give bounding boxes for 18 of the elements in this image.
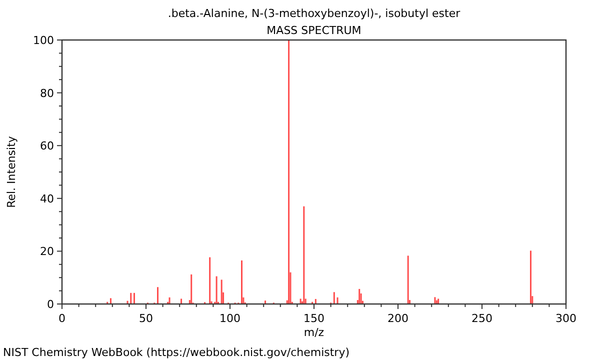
y-tick-label: 0 bbox=[47, 298, 54, 311]
x-axis-title: m/z bbox=[304, 326, 324, 339]
x-tick-label: 0 bbox=[58, 312, 66, 325]
y-axis-title: Rel. Intensity bbox=[5, 136, 18, 208]
x-tick-label: 300 bbox=[556, 312, 576, 325]
x-tick-label: 50 bbox=[139, 312, 153, 325]
y-tick-label: 80 bbox=[40, 86, 54, 100]
chart-subtitle: MASS SPECTRUM bbox=[266, 24, 362, 37]
y-tick-label: 60 bbox=[40, 140, 54, 153]
y-tick-label: 100 bbox=[33, 34, 54, 47]
y-tick-label: 40 bbox=[40, 192, 54, 206]
text: NIST Chemistry WebBook (https://webbook.nist.gov/chemistry) bbox=[3, 346, 350, 359]
chart-title: .beta.-Alanine, N-(3-methoxybenzoyl)-, isobutyl ester bbox=[168, 7, 461, 20]
x-tick-label: 100 bbox=[220, 312, 240, 325]
x-tick-label: 250 bbox=[472, 312, 492, 325]
x-tick-label: 150 bbox=[304, 312, 324, 325]
x-tick-label: 200 bbox=[388, 312, 408, 325]
y-tick-label: 20 bbox=[40, 245, 54, 258]
